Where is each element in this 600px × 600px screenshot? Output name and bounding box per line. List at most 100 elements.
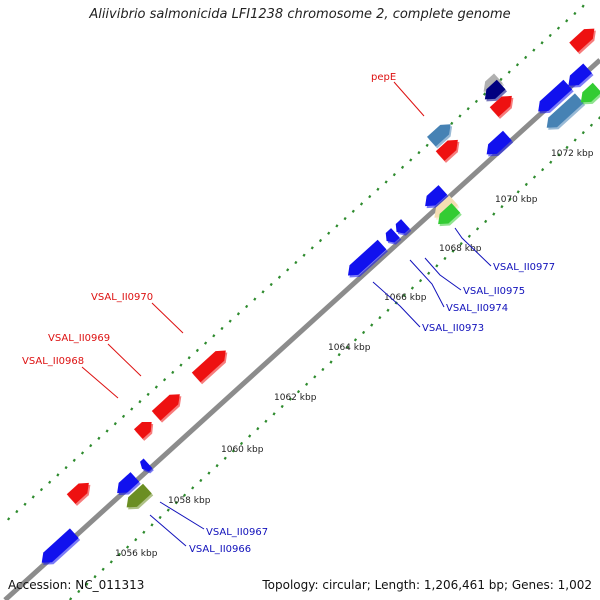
tick-dot-inner: [321, 367, 325, 372]
tick-dot-outer: [368, 194, 372, 199]
tick-dot-inner: [443, 256, 447, 261]
tick-dot-outer: [171, 370, 175, 375]
gene-label-vsal-ii0966[interactable]: VSAL_II0966: [189, 544, 251, 555]
gene-arrow-reverse[interactable]: [392, 219, 410, 237]
leader-line: [107, 343, 142, 377]
tick-dot-outer: [154, 385, 158, 389]
tick-dot-outer: [417, 151, 421, 155]
tick-dot-inner: [207, 471, 211, 475]
tick-dot-inner: [435, 264, 439, 268]
tick-dot-inner: [345, 345, 349, 349]
tick-dot-outer: [89, 444, 93, 448]
gene-arrow-reverse[interactable]: [542, 93, 584, 132]
ruler-labels: 1056 kbp 1058 kbp 1060 kbp 1062 kbp 1064…: [115, 149, 594, 559]
tick-dot-outer: [409, 158, 413, 162]
gene-label-vsal-ii0970[interactable]: VSAL_II0970: [91, 292, 153, 303]
gene-arrow-forward[interactable]: [66, 478, 94, 504]
gene-arrow-reverse[interactable]: [564, 63, 592, 90]
tick-dot-outer: [253, 297, 257, 301]
tick-dot-outer: [105, 429, 109, 433]
tick-tracks: [7, 4, 600, 600]
tick-dot-outer: [72, 458, 76, 462]
tick-dot-outer: [343, 216, 347, 221]
gene-arrow-forward[interactable]: [489, 91, 517, 117]
tick-dot-outer: [138, 400, 142, 404]
tick-dot-outer: [548, 33, 552, 38]
gene-arrow-forward[interactable]: [151, 389, 184, 421]
gene-arrow-reverse[interactable]: [113, 472, 140, 498]
tick-dot-outer: [39, 487, 44, 492]
tick-dot-inner: [142, 530, 146, 534]
tick-dot-outer: [146, 392, 150, 397]
tick-dot-inner: [402, 293, 406, 298]
gene-arrow-forward[interactable]: [191, 346, 230, 383]
gene-arrow-reverse[interactable]: [434, 203, 461, 229]
tick-dot-inner: [93, 575, 97, 579]
ruler-label: 1068 kbp: [439, 244, 482, 254]
tick-dot-inner: [77, 589, 81, 594]
tick-dot-outer: [97, 436, 101, 440]
gene-label-vsal-ii0977[interactable]: VSAL_II0977: [493, 262, 555, 273]
tick-dot-outer: [212, 334, 216, 338]
tick-dot-outer: [474, 99, 478, 104]
gene-arrow-reverse[interactable]: [122, 483, 152, 512]
gene-arrow-reverse[interactable]: [421, 185, 448, 211]
gene-label-vsal-ii0973[interactable]: VSAL_II0973: [422, 323, 484, 334]
tick-dot-outer: [302, 253, 306, 257]
tick-dot-outer: [499, 77, 503, 82]
tick-dot-outer: [466, 107, 470, 111]
label-leader-lines: [81, 81, 492, 547]
tick-dot-inner: [117, 552, 122, 557]
gene-label-vsal-ii0968[interactable]: VSAL_II0968: [22, 356, 84, 367]
tick-dot-outer: [565, 19, 569, 23]
gene-arrow-forward[interactable]: [133, 417, 156, 439]
gene-arrow-reverse[interactable]: [382, 228, 400, 246]
tick-dot-inner: [199, 478, 203, 483]
tick-dot-outer: [573, 11, 577, 16]
tick-dot-inner: [516, 190, 520, 194]
tick-dot-inner: [248, 434, 252, 438]
gene-label-vsal-ii0974[interactable]: VSAL_II0974: [446, 303, 508, 314]
tick-dot-outer: [7, 517, 11, 521]
tick-dot-outer: [80, 451, 85, 455]
tick-dot-outer: [359, 202, 364, 206]
gene-arrow-reverse[interactable]: [138, 458, 153, 473]
gene-label-vsal-ii0969[interactable]: VSAL_II0969: [48, 333, 110, 344]
gene-arrow-reverse[interactable]: [344, 239, 387, 281]
tick-dot-inner: [166, 508, 170, 512]
tick-dot-inner: [386, 308, 390, 312]
tick-dot-inner: [150, 523, 154, 527]
ruler-label: 1056 kbp: [115, 549, 158, 559]
gene-arrow-forward[interactable]: [435, 135, 463, 161]
tick-dot-inner: [280, 404, 284, 409]
gene-arrow-reverse[interactable]: [430, 195, 458, 222]
tick-dot-inner: [182, 493, 187, 497]
tick-dot-inner: [353, 338, 358, 342]
tick-dot-outer: [130, 407, 134, 411]
ruler-label: 1062 kbp: [274, 393, 317, 403]
gene-arrow-reverse[interactable]: [576, 82, 600, 107]
tick-dot-outer: [286, 268, 290, 272]
gene-arrow-reverse[interactable]: [480, 79, 506, 104]
gene-arrow-reverse[interactable]: [482, 130, 512, 159]
tick-dot-inner: [589, 123, 594, 127]
tick-dot-outer: [384, 180, 388, 184]
gene-label-vsal-ii0967[interactable]: VSAL_II0967: [206, 527, 268, 538]
tick-dot-inner: [362, 330, 366, 335]
forward-gene-labels: VSAL_II0968 VSAL_II0969 VSAL_II0970 pepE: [22, 72, 396, 367]
gene-arrow-forward[interactable]: [427, 119, 455, 147]
tick-dot-inner: [370, 323, 374, 327]
tick-dot-inner: [484, 219, 488, 224]
gene-arrow-forward[interactable]: [569, 24, 598, 53]
ruler-label: 1058 kbp: [168, 496, 211, 506]
tick-dot-outer: [121, 414, 126, 419]
tick-dot-outer: [277, 275, 282, 279]
gene-arrow-reverse[interactable]: [534, 79, 573, 117]
tick-dot-outer: [400, 165, 405, 169]
tick-dot-inner: [492, 212, 496, 216]
gene-label-vsal-ii0975[interactable]: VSAL_II0975: [463, 286, 525, 297]
gene-label-pepe[interactable]: pepE: [371, 72, 396, 83]
tick-dot-outer: [335, 224, 339, 228]
tick-dot-outer: [310, 246, 314, 250]
gene-arrow-reverse[interactable]: [37, 528, 79, 567]
